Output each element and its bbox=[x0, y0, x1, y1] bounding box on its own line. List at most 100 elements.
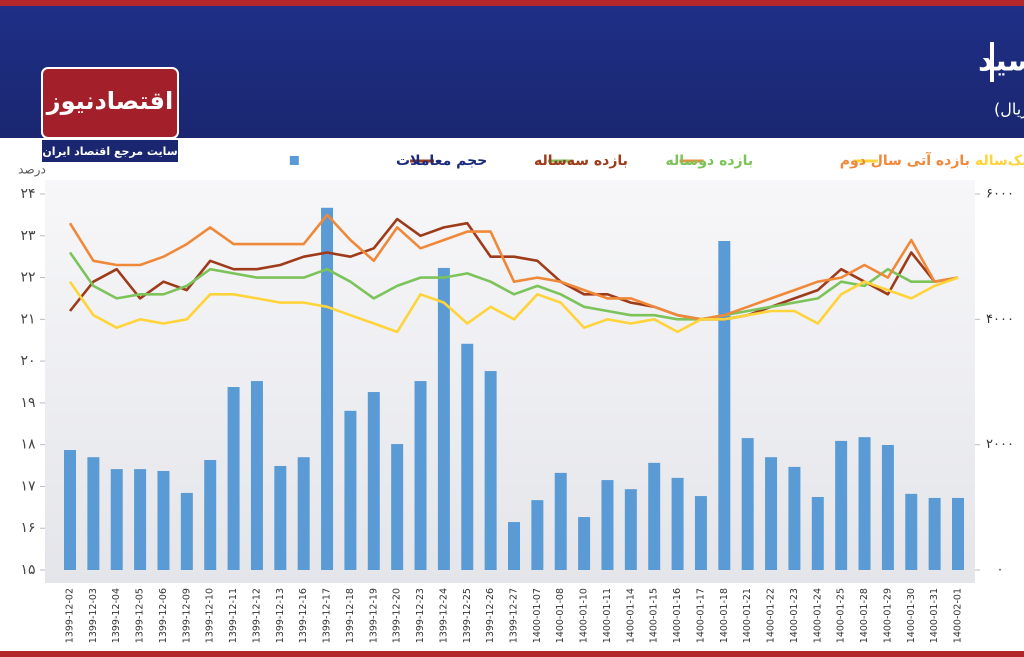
y2-tick-label: ۰ bbox=[997, 563, 1004, 578]
y-tick-label: ۱۵ bbox=[20, 562, 35, 578]
y2-tick-label: ۴۰۰۰ bbox=[986, 312, 1014, 327]
bar bbox=[554, 472, 567, 570]
bar bbox=[110, 469, 123, 570]
x-tick-label: 1399-12-23 bbox=[415, 588, 426, 643]
x-tick-label: 1399-12-04 bbox=[111, 588, 122, 643]
legend-label: بازده سه‌ساله bbox=[534, 153, 628, 169]
x-tick-label: 1399-12-25 bbox=[462, 588, 473, 643]
bar bbox=[718, 241, 731, 570]
x-tick-label: 1399-12-19 bbox=[368, 588, 379, 643]
bar bbox=[881, 444, 894, 570]
x-tick-label: 1400-01-30 bbox=[906, 588, 917, 643]
bar bbox=[134, 469, 147, 570]
x-tick-label: 1400-02-01 bbox=[953, 588, 964, 643]
legend-swatch bbox=[289, 156, 299, 165]
x-tick-label: 1399-12-16 bbox=[298, 588, 309, 643]
bar bbox=[64, 449, 76, 570]
logo-tagline-box bbox=[42, 140, 178, 162]
line bbox=[68, 217, 959, 321]
x-tick-label: 1399-12-10 bbox=[205, 588, 216, 643]
bar bbox=[391, 444, 404, 570]
y-tick-label: ۲۳ bbox=[20, 228, 36, 244]
x-tick-label: 1400-01-23 bbox=[789, 588, 800, 643]
bar bbox=[484, 371, 497, 570]
bar bbox=[344, 410, 357, 570]
logo-box bbox=[41, 67, 179, 139]
legend-label: حجم معاملات bbox=[396, 153, 487, 169]
x-tick-label: 1400-01-21 bbox=[742, 588, 753, 643]
y-tick-label: ۱۹ bbox=[20, 395, 35, 411]
line bbox=[68, 213, 959, 321]
x-tick-label: 1399-12-26 bbox=[485, 588, 496, 643]
bar bbox=[741, 438, 754, 570]
x-tick-label: 1399-12-17 bbox=[322, 588, 333, 643]
bar bbox=[204, 460, 217, 570]
x-tick-label: 1400-01-28 bbox=[859, 588, 870, 643]
x-tick-label: 1399-12-20 bbox=[392, 588, 403, 643]
y-tick-label: ۲۰ bbox=[20, 353, 35, 369]
bar bbox=[905, 493, 918, 570]
line bbox=[68, 251, 959, 321]
x-tick-label: 1399-12-09 bbox=[181, 588, 192, 643]
x-tick-label: 1400-01-24 bbox=[812, 588, 823, 643]
y-axis-label: درصد bbox=[18, 163, 46, 178]
bar bbox=[531, 500, 544, 570]
legend-label: بازده دوساله bbox=[666, 153, 754, 169]
y2-tick-label: ۲۰۰۰ bbox=[986, 437, 1014, 452]
bar bbox=[765, 457, 778, 570]
y-tick-label: ۱۷ bbox=[20, 478, 36, 494]
bar bbox=[788, 466, 801, 570]
x-tick-label: 1399-12-03 bbox=[88, 588, 99, 643]
y-tick-label: ۲۲ bbox=[20, 270, 35, 286]
bar bbox=[811, 496, 824, 570]
x-tick-label: 1400-01-25 bbox=[836, 588, 847, 643]
x-tick-label: 1399-12-02 bbox=[65, 588, 76, 643]
x-tick-label: 1399-12-27 bbox=[509, 588, 520, 643]
bar bbox=[461, 343, 474, 570]
x-tick-label: 1399-12-12 bbox=[251, 588, 262, 643]
x-tick-label: 1400-01-16 bbox=[672, 588, 683, 643]
bar bbox=[694, 496, 707, 570]
bar bbox=[227, 387, 240, 570]
chart-title: روند نرخ اوراق سررسید bbox=[978, 44, 1024, 79]
bar bbox=[952, 497, 964, 570]
bar bbox=[648, 462, 661, 570]
bar bbox=[250, 381, 263, 570]
bar bbox=[671, 477, 684, 570]
bar bbox=[87, 457, 100, 570]
x-tick-label: 1400-01-18 bbox=[719, 588, 730, 643]
line bbox=[68, 276, 959, 334]
x-tick-label: 1400-01-31 bbox=[929, 588, 940, 643]
bar bbox=[321, 207, 334, 570]
bar bbox=[157, 470, 170, 570]
chart-subtitle: (واحد:میلیارد ریال) bbox=[994, 100, 1024, 120]
bar bbox=[437, 267, 450, 570]
bottom-strip bbox=[0, 651, 1024, 657]
logo-name: اقتصادنیوز bbox=[46, 87, 173, 115]
x-tick-label: 1399-12-18 bbox=[345, 588, 356, 643]
x-tick-label: 1399-12-11 bbox=[228, 588, 239, 643]
bar bbox=[601, 480, 614, 570]
x-tick-label: 1400-01-08 bbox=[555, 588, 566, 643]
bar bbox=[367, 392, 380, 570]
bar bbox=[928, 497, 941, 570]
logo-tagline: سایت مرجع اقتصاد ایران bbox=[42, 145, 177, 158]
bar bbox=[508, 522, 520, 570]
bar bbox=[274, 465, 287, 570]
x-tick-label: 1399-12-06 bbox=[158, 588, 169, 643]
legend-label: بازده آتی سال دوم bbox=[840, 151, 970, 169]
x-tick-label: 1399-12-13 bbox=[275, 588, 286, 643]
y2-tick-label: ۶۰۰۰ bbox=[986, 187, 1014, 202]
bar bbox=[297, 457, 310, 570]
x-tick-label: 1399-12-24 bbox=[438, 588, 449, 643]
bar bbox=[578, 517, 591, 570]
title-bar bbox=[990, 42, 994, 82]
x-tick-label: 1400-01-11 bbox=[602, 588, 613, 643]
bar bbox=[414, 381, 427, 570]
bar bbox=[624, 489, 637, 570]
top-strip bbox=[0, 0, 1024, 6]
legend-label: بازده یک‌ساله bbox=[975, 153, 1024, 169]
y-tick-label: ۲۱ bbox=[20, 311, 35, 327]
x-tick-label: 1400-01-10 bbox=[579, 588, 590, 643]
